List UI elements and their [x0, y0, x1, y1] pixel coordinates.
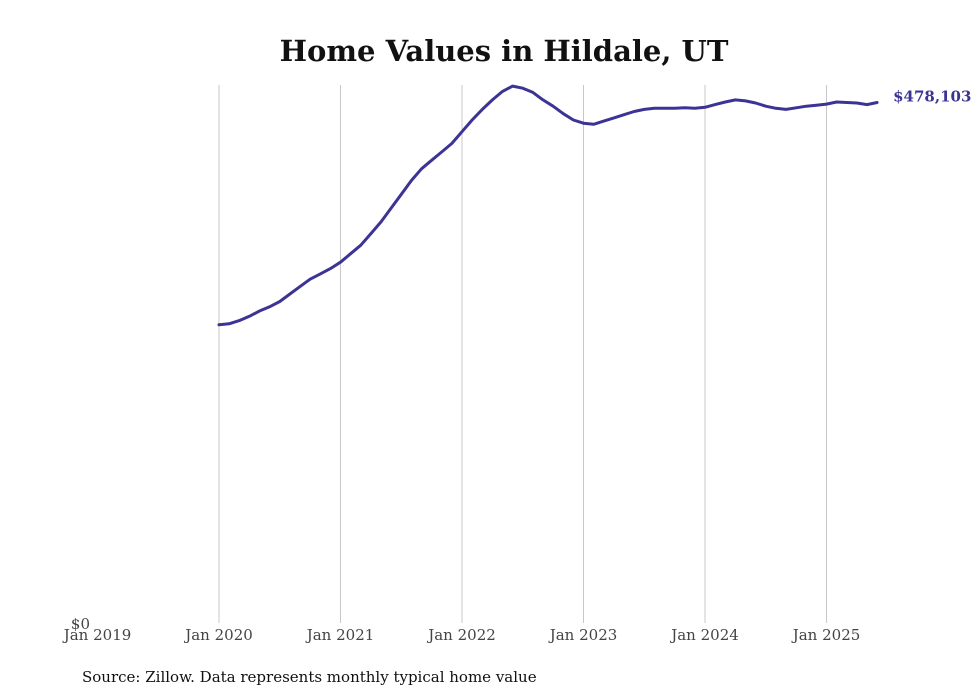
series-line [217, 84, 879, 327]
x-tick-label: Jan 2021 [305, 626, 375, 644]
x-axis-ticks: Jan 2019 Jan 2020 Jan 2021 Jan 2022 Jan 2023… [62, 626, 861, 644]
x-tick-label: Jan 2022 [426, 626, 496, 644]
y-tick-label: $0 [71, 615, 90, 633]
source-note: Source: Zillow. Data represents monthly … [82, 668, 537, 686]
end-value-label: $478,103 [893, 88, 971, 106]
x-tick-label: Jan 2025 [791, 626, 861, 644]
x-tick-label: Jan 2023 [548, 626, 618, 644]
x-tick-label: Jan 2024 [669, 626, 739, 644]
chart-title: Home Values in Hildale, UT [280, 34, 729, 68]
x-tick-label: Jan 2020 [183, 626, 253, 644]
x-tick-label: Jan 2019 [62, 626, 132, 644]
gridlines [218, 85, 827, 623]
